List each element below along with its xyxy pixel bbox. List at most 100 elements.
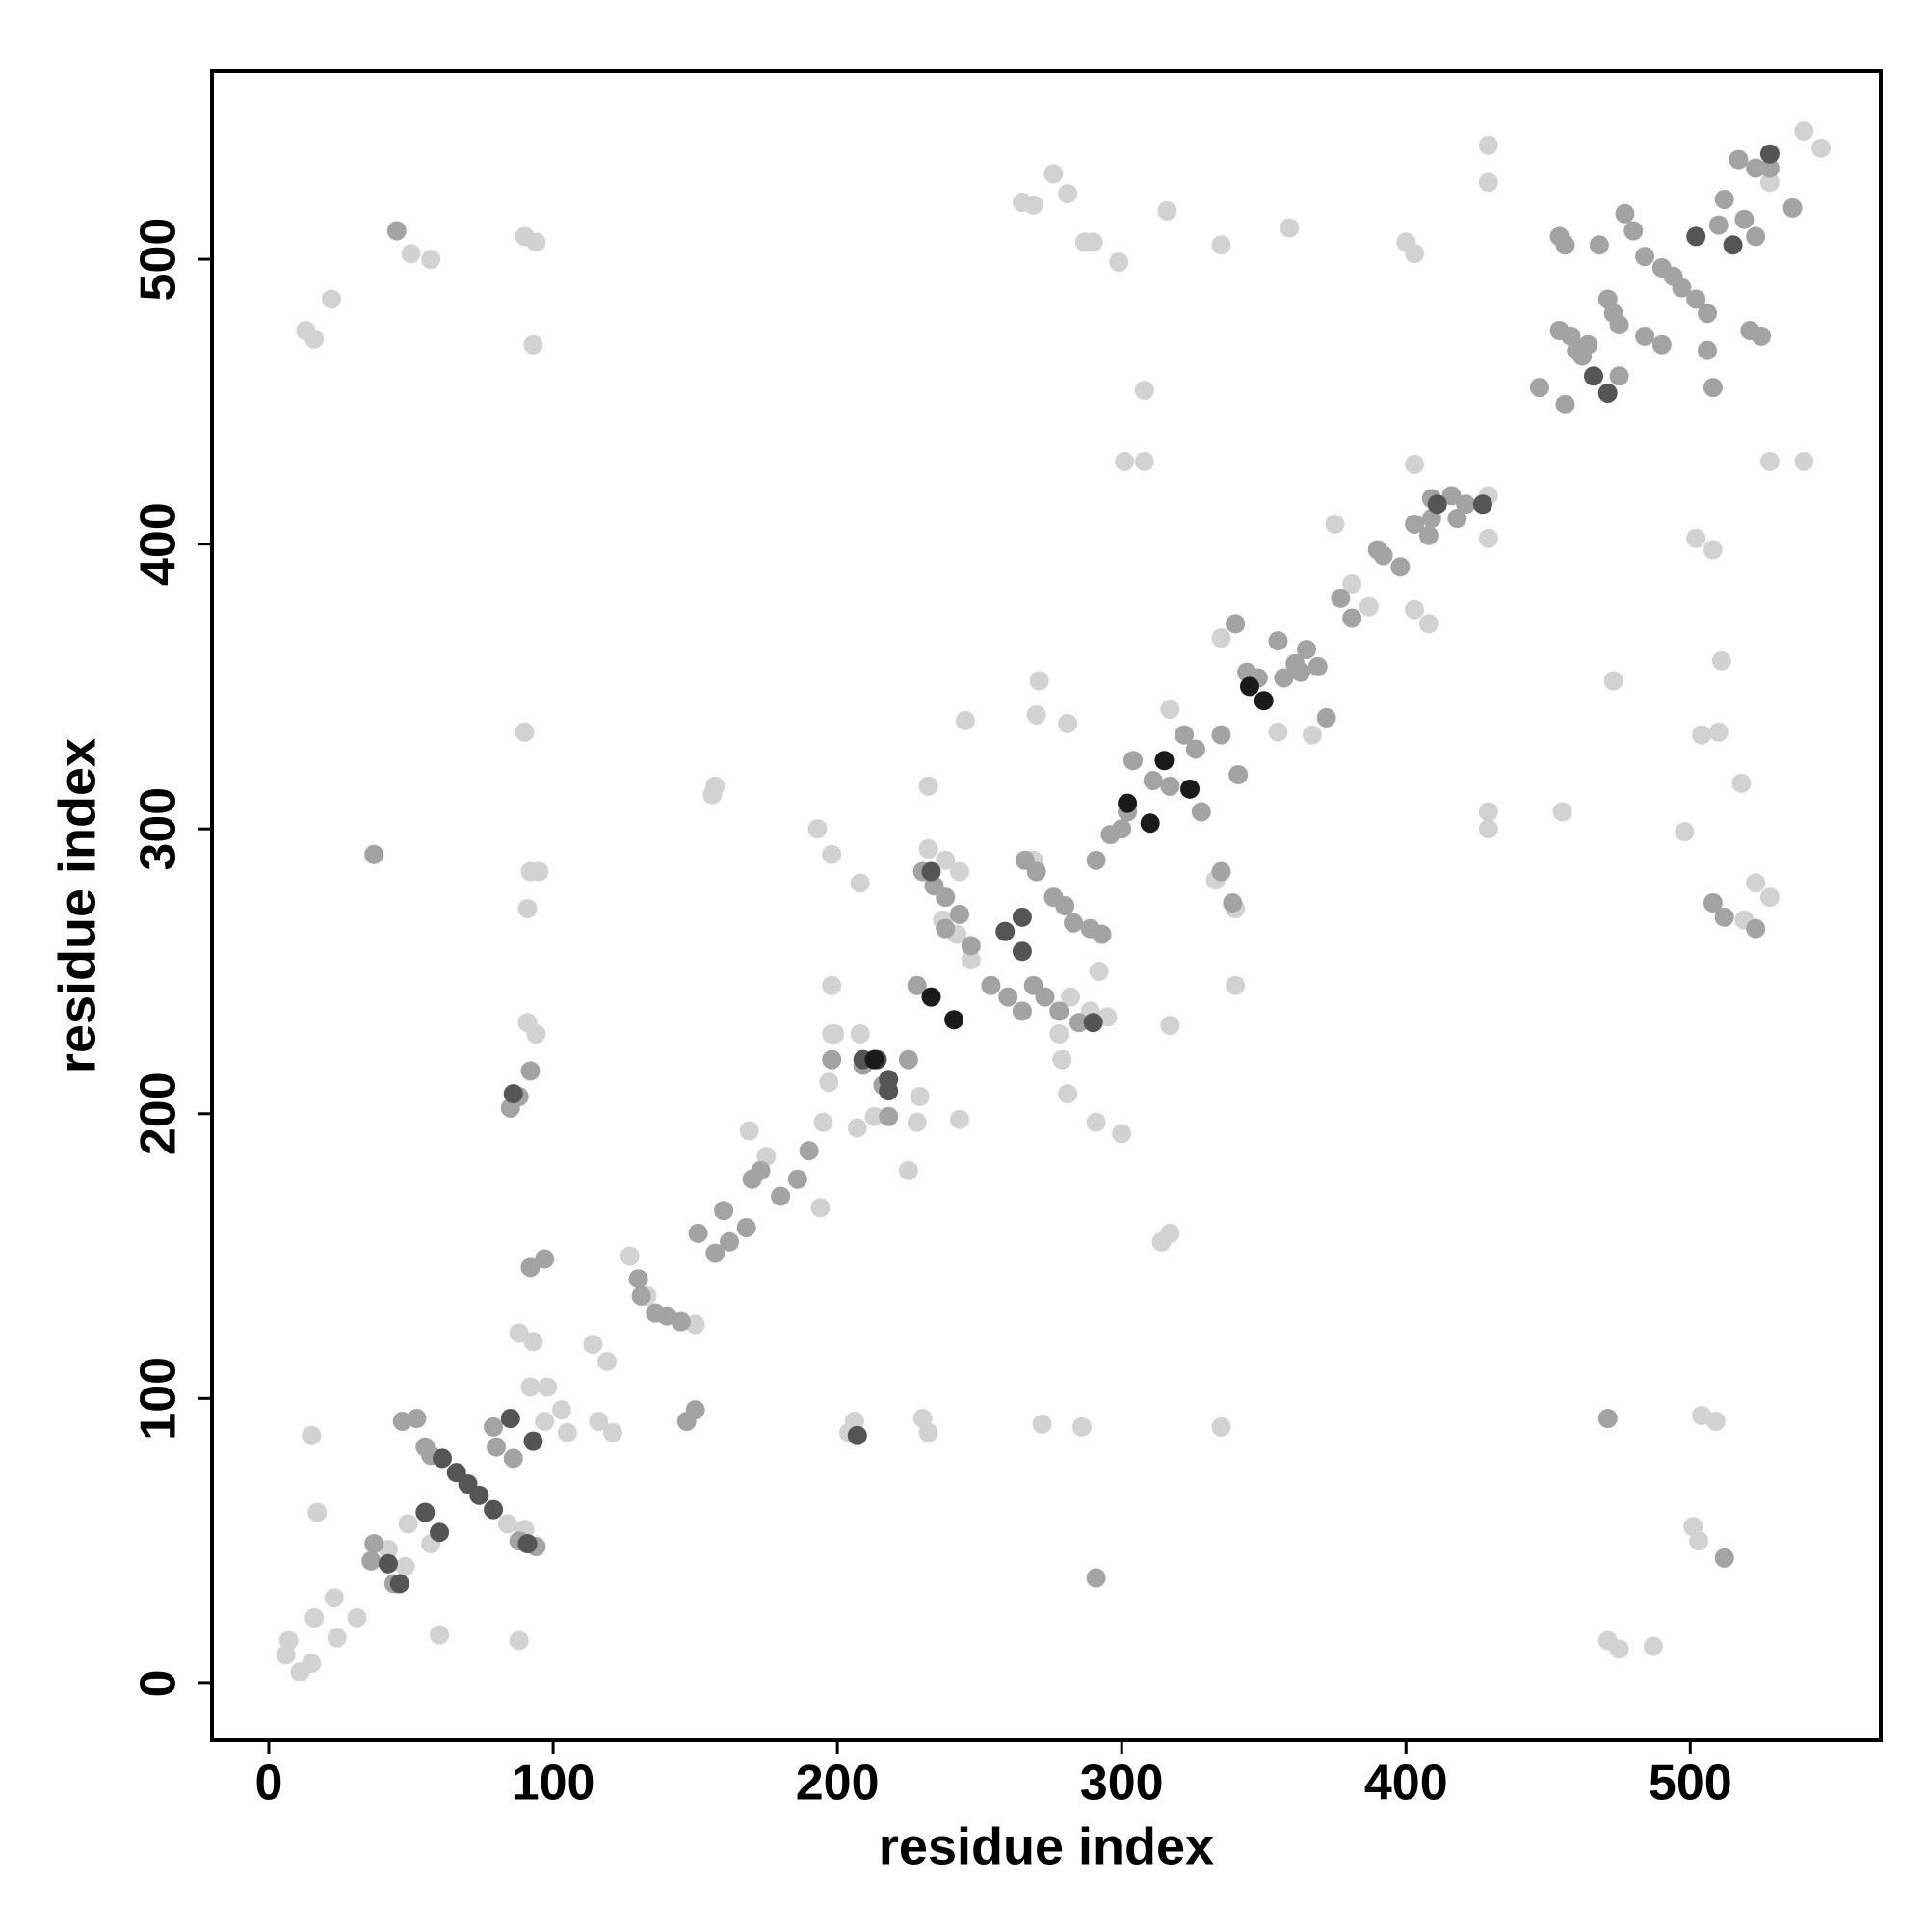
point — [1154, 751, 1175, 771]
point — [1714, 907, 1734, 927]
point — [1211, 235, 1231, 255]
point — [1405, 599, 1425, 620]
point — [278, 1630, 299, 1651]
point — [1478, 172, 1498, 193]
point — [1472, 494, 1492, 515]
point — [432, 1448, 452, 1469]
point — [526, 232, 546, 252]
point — [407, 1409, 427, 1429]
point — [1703, 893, 1723, 913]
point — [950, 1109, 970, 1129]
point — [1325, 514, 1345, 534]
point — [484, 1416, 504, 1437]
point — [1115, 451, 1135, 471]
point — [551, 1400, 571, 1420]
point — [1185, 739, 1205, 759]
point — [1759, 451, 1780, 471]
point — [1746, 158, 1766, 178]
x-tick-label: 500 — [1649, 1756, 1732, 1812]
point — [597, 1351, 618, 1371]
point — [1478, 135, 1498, 155]
point — [529, 861, 549, 882]
point — [825, 1024, 845, 1045]
point — [1191, 802, 1211, 822]
point — [1029, 671, 1049, 691]
point — [1635, 247, 1655, 267]
point — [1714, 1548, 1734, 1568]
point — [1714, 190, 1734, 210]
point — [503, 1448, 523, 1469]
point — [807, 819, 828, 839]
point — [515, 722, 535, 742]
point — [918, 1422, 938, 1442]
point — [1759, 158, 1780, 178]
point — [1723, 235, 1743, 255]
point — [1140, 813, 1160, 834]
point — [1086, 1112, 1106, 1132]
point — [1058, 1084, 1078, 1104]
point — [1689, 1531, 1709, 1551]
point — [1012, 941, 1032, 962]
point — [995, 921, 1016, 941]
point — [364, 844, 384, 864]
point — [1061, 987, 1081, 1007]
point — [1071, 1416, 1092, 1437]
point — [1118, 793, 1138, 813]
y-axis-title: residue index — [48, 738, 106, 1073]
point — [1296, 639, 1316, 659]
point — [1609, 315, 1629, 335]
point — [1635, 326, 1655, 346]
point — [819, 1072, 839, 1093]
point — [1405, 454, 1425, 474]
point — [1708, 722, 1729, 742]
point — [1782, 198, 1803, 218]
point — [1035, 987, 1055, 1007]
point — [1023, 195, 1043, 215]
point — [771, 1186, 791, 1206]
point — [1418, 525, 1439, 545]
point — [1026, 704, 1046, 725]
point — [421, 250, 441, 270]
point — [1268, 722, 1288, 742]
x-axis-title: residue index — [879, 1817, 1214, 1875]
point — [1811, 138, 1832, 158]
point — [517, 1534, 538, 1554]
point — [1698, 340, 1718, 360]
point — [688, 1223, 708, 1243]
point — [1280, 218, 1300, 238]
point — [415, 1502, 436, 1522]
point — [1734, 209, 1755, 229]
point — [503, 1084, 523, 1104]
point — [523, 1431, 543, 1451]
point — [907, 975, 927, 995]
point — [1052, 1049, 1072, 1070]
point — [1794, 451, 1814, 471]
point — [898, 1049, 918, 1070]
point — [538, 1377, 558, 1397]
point — [1112, 819, 1132, 839]
point — [720, 1231, 740, 1252]
point — [898, 1160, 918, 1180]
point — [1698, 304, 1718, 324]
point — [1405, 514, 1425, 534]
point — [500, 1409, 520, 1429]
point — [1226, 614, 1246, 634]
point — [535, 1411, 555, 1431]
point — [620, 1246, 640, 1266]
point — [1342, 574, 1362, 595]
point — [1049, 1001, 1069, 1021]
point — [1643, 1636, 1663, 1656]
point — [520, 1257, 541, 1278]
point — [910, 1087, 930, 1107]
point — [950, 861, 970, 882]
point — [1555, 394, 1575, 414]
point — [1390, 557, 1411, 577]
plot-frame — [210, 69, 1883, 1742]
point — [1746, 873, 1766, 893]
point — [1064, 913, 1084, 933]
point — [1752, 326, 1772, 346]
point — [1603, 671, 1623, 691]
point — [509, 1323, 529, 1343]
point — [907, 1112, 927, 1132]
